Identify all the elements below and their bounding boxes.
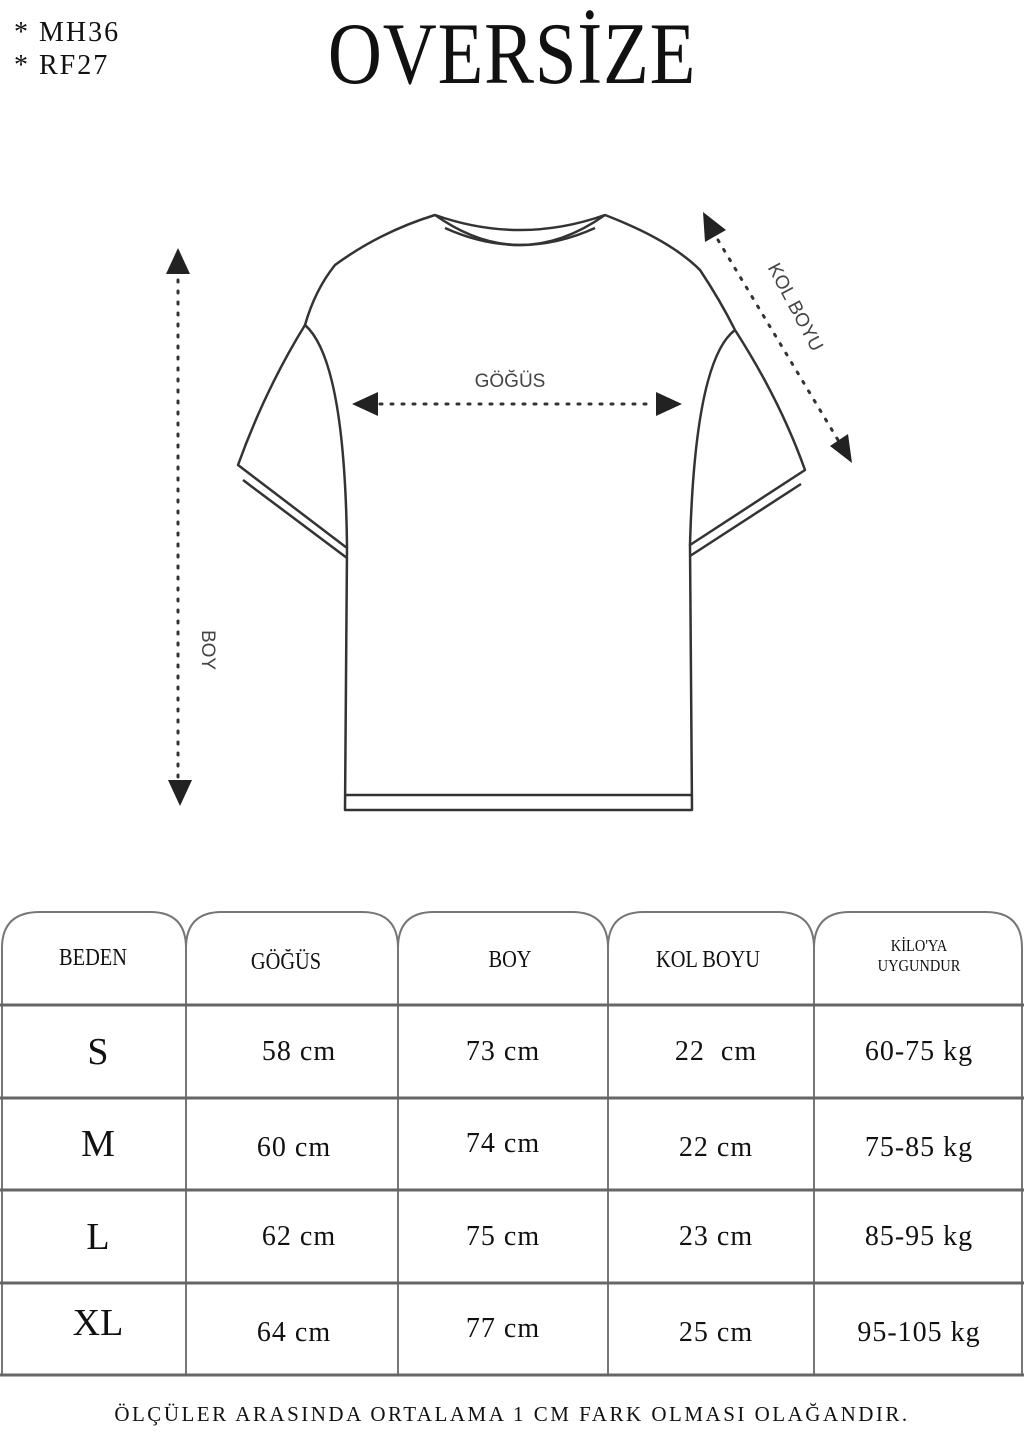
cell-chest: 60 cm <box>256 1132 332 1163</box>
cell-weight: 85-95 kg <box>864 1220 974 1252</box>
cell-sleeve: 25 cm <box>678 1317 754 1348</box>
page-title: OVERSİZE <box>327 6 697 103</box>
arrow-upleft-icon <box>703 212 726 242</box>
cell-size: XL <box>72 1302 124 1344</box>
cell-weight: 75-85 kg <box>864 1132 974 1163</box>
cell-length: 73 cm <box>465 1035 541 1067</box>
header-weight-line2: UYGUNDUR <box>877 956 961 975</box>
cell-sleeve: 22 cm <box>678 1132 754 1163</box>
table-row: M 60 cm 74 cm 22 cm 75-85 kg <box>0 1098 1024 1190</box>
cell-sleeve: 22 cm <box>674 1035 758 1067</box>
cell-chest: 62 cm <box>261 1220 337 1252</box>
cell-length: 75 cm <box>465 1220 541 1252</box>
header-sleeve: KOL BOYU <box>655 946 761 973</box>
tshirt-diagram: GÖĞÜS BOY KOL BOYU <box>166 212 852 812</box>
code-1: * MH36 <box>14 17 121 48</box>
cell-weight: 60-75 kg <box>864 1035 974 1067</box>
code-2: * RF27 <box>14 50 110 81</box>
header-size: BEDEN <box>59 944 127 971</box>
cell-length: 77 cm <box>465 1313 541 1344</box>
cell-size: L <box>86 1215 110 1258</box>
footer-note: ÖLÇÜLER ARASINDA ORTALAMA 1 CM FARK OLMA… <box>114 1402 910 1426</box>
length-label: BOY <box>197 630 218 670</box>
cell-chest: 64 cm <box>256 1317 332 1348</box>
cell-size: M <box>81 1123 115 1165</box>
arrow-left-icon <box>352 392 378 416</box>
cell-size: S <box>87 1030 109 1073</box>
arrow-down-icon <box>168 780 192 806</box>
tshirt-outline <box>236 213 807 812</box>
table-row: XL 64 cm 77 cm 25 cm 95-105 kg <box>0 1283 1024 1375</box>
sleeve-label: KOL BOYU <box>763 260 827 355</box>
chest-label: GÖĞÜS <box>475 370 546 392</box>
header-weight: KİLO'YA UYGUNDUR <box>830 926 1009 986</box>
table-row: S 58 cm 73 cm 22 cm 60-75 kg <box>0 1005 1024 1098</box>
cell-chest: 58 cm <box>261 1035 337 1067</box>
header-weight-line1: KİLO'YA <box>890 936 948 955</box>
header-length: BOY <box>488 946 532 973</box>
product-codes: * MH36 * RF27 <box>14 16 120 82</box>
cell-length: 74 cm <box>465 1128 541 1159</box>
table-grid <box>0 911 1024 1377</box>
size-table: BEDEN GÖĞÜS BOY KOL BOYU KİLO'YA UYGUNDU… <box>0 908 1024 1378</box>
arrow-up-icon <box>166 248 190 274</box>
arrow-downright-icon <box>830 434 852 463</box>
arrow-right-icon <box>656 392 682 416</box>
cell-weight: 95-105 kg <box>857 1317 981 1348</box>
table-row: L 62 cm 75 cm 23 cm 85-95 kg <box>0 1190 1024 1283</box>
header-chest: GÖĞÜS <box>250 948 322 975</box>
cell-sleeve: 23 cm <box>678 1220 754 1252</box>
